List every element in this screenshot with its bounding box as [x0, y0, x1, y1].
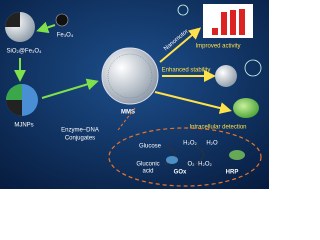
- stable-sphere: [215, 65, 237, 87]
- label: acid: [142, 169, 153, 175]
- arrow: [41, 78, 99, 99]
- inset-bar: [230, 10, 236, 35]
- reaction-arrow: [194, 145, 205, 165]
- arrow: [154, 91, 232, 114]
- cell: [233, 98, 259, 118]
- label: O₂: [188, 162, 196, 168]
- icon: [244, 59, 262, 77]
- graphic-abstract: Fe₃O₄ SiO₂@Fe₃O₄ MJNPs Enzyme–DNA Conjug…: [0, 0, 269, 189]
- label: HRP: [226, 170, 239, 176]
- label: H₂O₂: [183, 141, 197, 147]
- inset-plot: [203, 4, 253, 38]
- enzyme-icon: [229, 150, 245, 160]
- sphere-cut: [6, 100, 22, 116]
- inset-bar: [221, 12, 227, 35]
- label: H₂O₂: [198, 162, 212, 168]
- label: Glucose: [139, 144, 162, 150]
- label: Fe₃O₄: [57, 33, 74, 39]
- arrow: [36, 21, 56, 34]
- cascade-outline: [108, 127, 262, 187]
- label: Improved activity: [195, 44, 240, 50]
- label: Intracellular detection: [189, 125, 246, 131]
- decor: [107, 53, 153, 99]
- sphere-cut: [5, 12, 20, 27]
- label: Conjugates: [65, 136, 95, 142]
- arrow: [159, 27, 202, 63]
- label: H₂O: [206, 141, 218, 147]
- label: Enhanced stability: [162, 68, 211, 74]
- label: MMS: [121, 110, 135, 116]
- label: MJNPs: [14, 123, 33, 129]
- fe3o4-sphere: [55, 13, 69, 27]
- mms-sphere: [101, 47, 159, 105]
- enzyme-icon: [166, 156, 178, 164]
- label: Enzyme–DNA: [61, 128, 99, 134]
- inset-bar: [239, 9, 245, 35]
- label: GOx: [174, 170, 187, 176]
- sphere-cut: [6, 84, 22, 100]
- inset-bar: [212, 28, 218, 35]
- icon: [177, 4, 189, 16]
- label: Gluconic: [136, 162, 159, 168]
- label: SiO₂@Fe₃O₄: [7, 49, 43, 55]
